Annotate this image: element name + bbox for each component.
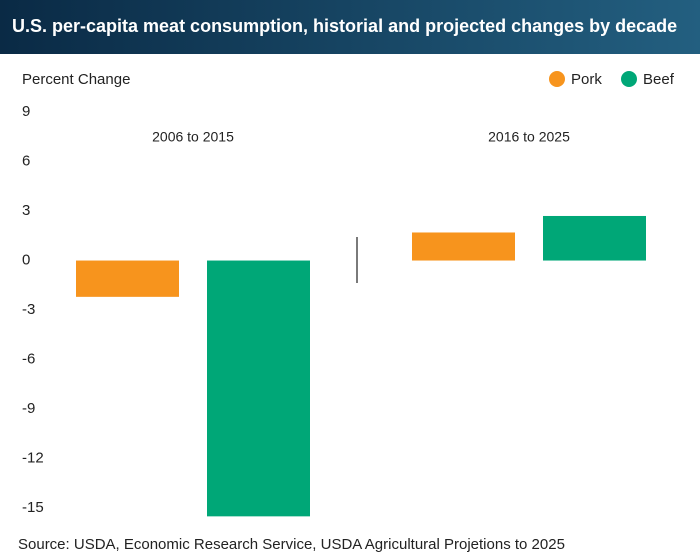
- legend-label: Beef: [643, 71, 675, 88]
- bar: [76, 260, 179, 297]
- legend-label: Pork: [571, 71, 602, 88]
- source: Source: USDA, Economic Research Service,…: [18, 536, 565, 553]
- category-label: 2016 to 2025: [488, 129, 570, 145]
- y-tick-label: -9: [22, 400, 35, 417]
- y-axis-label: Percent Change: [22, 71, 130, 88]
- title-banner: [0, 0, 700, 54]
- legend-swatch: [621, 71, 637, 87]
- bar: [207, 260, 310, 517]
- y-tick-label: -3: [22, 301, 35, 318]
- bar: [543, 215, 646, 261]
- legend-swatch: [549, 71, 565, 87]
- y-tick-label: -12: [22, 450, 44, 467]
- y-tick-label: -15: [22, 499, 44, 516]
- y-tick-label: 6: [22, 152, 30, 169]
- y-tick-label: 3: [22, 202, 30, 219]
- y-tick-label: -6: [22, 351, 35, 368]
- y-tick-label: 9: [22, 103, 30, 120]
- chart-title: U.S. per-capita meat consumption, histor…: [12, 16, 677, 36]
- category-label: 2006 to 2015: [152, 129, 234, 145]
- y-tick-label: 0: [22, 252, 30, 269]
- bar: [412, 232, 515, 261]
